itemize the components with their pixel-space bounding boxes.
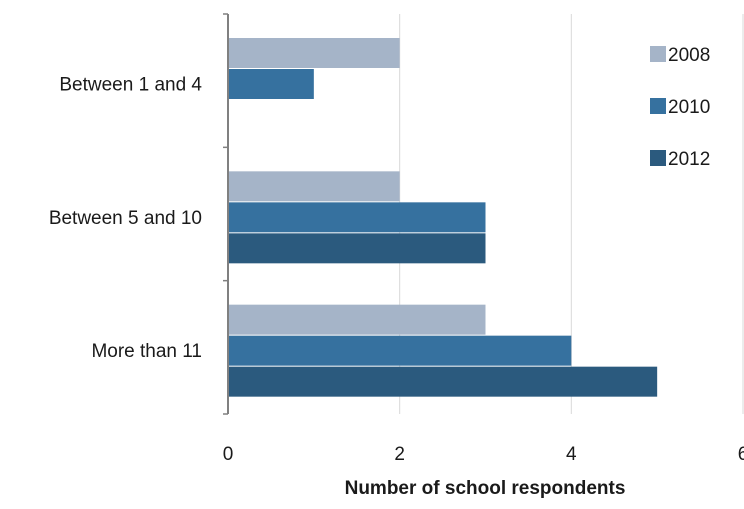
category-label-0: Between 1 and 4 — [59, 75, 202, 96]
bar-2008-0 — [228, 38, 400, 68]
axes — [223, 13, 229, 415]
x-tick-label-2: 2 — [394, 444, 405, 465]
labels: 0 2 4 6 Between 1 and 4 Between 5 and 10 More … — [49, 75, 744, 466]
legend-label-2012: 2012 — [668, 149, 710, 170]
bar-2010-1 — [228, 202, 486, 233]
bar-2008-1 — [228, 171, 400, 202]
bar-2008-2 — [228, 304, 486, 335]
legend-label-2008: 2008 — [668, 45, 710, 66]
legend-swatch-2010 — [650, 98, 666, 114]
x-tick-label-6: 6 — [738, 444, 744, 465]
x-tick-label-0: 0 — [223, 444, 234, 465]
legend-label-2010: 2010 — [668, 97, 710, 118]
bar-2010-0 — [228, 69, 314, 99]
bar-2012-2 — [228, 366, 658, 397]
category-label-1: Between 5 and 10 — [49, 208, 202, 229]
legend: 2008 2010 2012 — [650, 45, 710, 170]
category-label-2: More than 11 — [91, 341, 202, 362]
bars — [228, 38, 658, 397]
legend-swatch-2008 — [650, 46, 666, 62]
x-axis-title: Number of school respondents — [345, 478, 626, 499]
bar-2010-2 — [228, 335, 572, 366]
bar-2012-1 — [228, 233, 486, 264]
legend-swatch-2012 — [650, 150, 666, 166]
x-tick-label-4: 4 — [566, 444, 577, 465]
